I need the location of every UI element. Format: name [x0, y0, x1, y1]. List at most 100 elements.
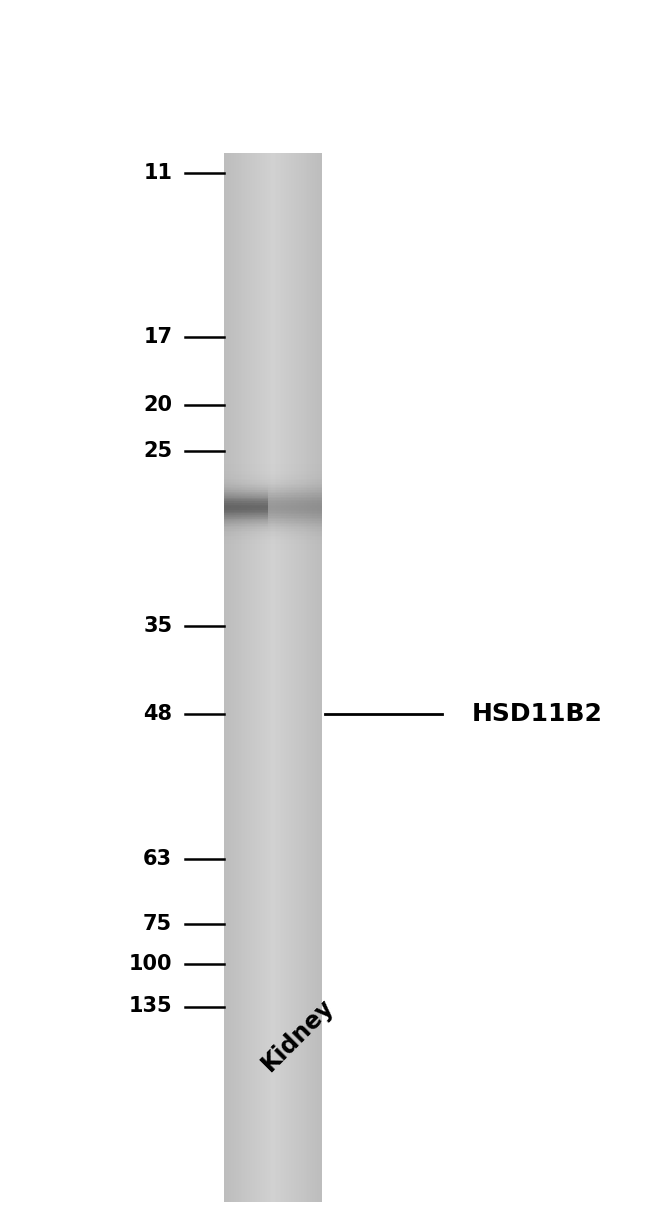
Text: 100: 100	[129, 954, 172, 974]
Bar	[224, 536, 268, 538]
Bar	[299, 152, 300, 1202]
Bar	[224, 478, 268, 479]
Bar	[224, 510, 322, 511]
Bar	[268, 152, 270, 1202]
Bar	[320, 152, 322, 1202]
Bar	[231, 152, 233, 1202]
Bar	[270, 152, 272, 1202]
Bar	[313, 152, 315, 1202]
Bar	[224, 537, 322, 539]
Bar	[224, 529, 322, 531]
Bar	[224, 492, 268, 494]
Bar	[224, 521, 268, 522]
Bar	[224, 494, 268, 495]
Bar	[289, 152, 291, 1202]
Bar	[285, 152, 286, 1202]
Bar	[255, 152, 257, 1202]
Bar	[224, 497, 322, 498]
Bar	[300, 152, 302, 1202]
Bar	[224, 482, 322, 483]
Bar	[224, 527, 268, 529]
Bar	[224, 539, 322, 540]
Bar	[312, 152, 313, 1202]
Bar	[317, 152, 318, 1202]
Bar	[224, 482, 268, 483]
Bar	[224, 539, 268, 542]
Bar	[224, 505, 322, 506]
Bar	[224, 483, 268, 486]
Bar	[224, 547, 322, 549]
Text: 25: 25	[143, 442, 172, 461]
Bar	[291, 152, 292, 1202]
Bar	[224, 487, 268, 489]
Bar	[224, 531, 268, 533]
Bar	[224, 534, 322, 536]
Bar	[224, 488, 322, 490]
Bar	[224, 545, 322, 547]
Bar	[229, 152, 231, 1202]
Bar	[224, 503, 268, 505]
Bar	[224, 476, 322, 477]
Bar	[247, 152, 248, 1202]
Bar	[224, 538, 268, 539]
Bar	[224, 511, 268, 514]
Bar	[224, 505, 268, 506]
Bar	[224, 487, 322, 488]
Bar	[273, 152, 274, 1202]
Bar	[224, 521, 322, 522]
Bar	[248, 152, 250, 1202]
Bar	[224, 500, 322, 501]
Bar	[224, 506, 268, 508]
Bar	[224, 532, 322, 534]
Bar	[224, 522, 322, 525]
Bar	[242, 152, 244, 1202]
Bar	[298, 152, 299, 1202]
Bar	[224, 512, 322, 515]
Bar	[234, 152, 235, 1202]
Bar	[239, 152, 240, 1202]
Bar	[260, 152, 261, 1202]
Bar	[224, 489, 268, 490]
Bar	[224, 516, 322, 517]
Text: 11: 11	[143, 163, 172, 183]
Bar	[224, 533, 268, 534]
Bar	[224, 467, 322, 468]
Bar	[224, 464, 322, 466]
Text: Kidney: Kidney	[257, 994, 339, 1076]
Bar	[224, 520, 322, 521]
Bar	[233, 152, 234, 1202]
Bar	[224, 471, 268, 473]
Bar	[224, 499, 268, 501]
Bar	[318, 152, 320, 1202]
Bar	[244, 152, 246, 1202]
Bar	[304, 152, 306, 1202]
Bar	[224, 501, 268, 503]
Bar	[224, 503, 322, 505]
Bar	[224, 498, 322, 500]
Bar	[240, 152, 242, 1202]
Bar	[224, 542, 322, 544]
Bar	[224, 544, 322, 545]
Bar	[224, 525, 322, 526]
Bar	[224, 462, 322, 464]
Bar	[224, 477, 322, 478]
Bar	[235, 152, 237, 1202]
Bar	[224, 527, 322, 529]
Bar	[224, 492, 322, 493]
Bar	[280, 152, 281, 1202]
Bar	[224, 459, 322, 461]
Bar	[224, 551, 322, 554]
Bar	[224, 481, 322, 482]
Text: 63: 63	[143, 849, 172, 869]
Bar	[224, 473, 322, 476]
Bar	[224, 526, 268, 527]
Bar	[224, 517, 322, 520]
Bar	[309, 152, 311, 1202]
Bar	[224, 529, 268, 531]
Text: 20: 20	[143, 395, 172, 415]
Bar	[224, 483, 322, 486]
Bar	[224, 471, 322, 472]
Bar	[259, 152, 260, 1202]
Bar	[224, 508, 322, 510]
Bar	[237, 152, 239, 1202]
